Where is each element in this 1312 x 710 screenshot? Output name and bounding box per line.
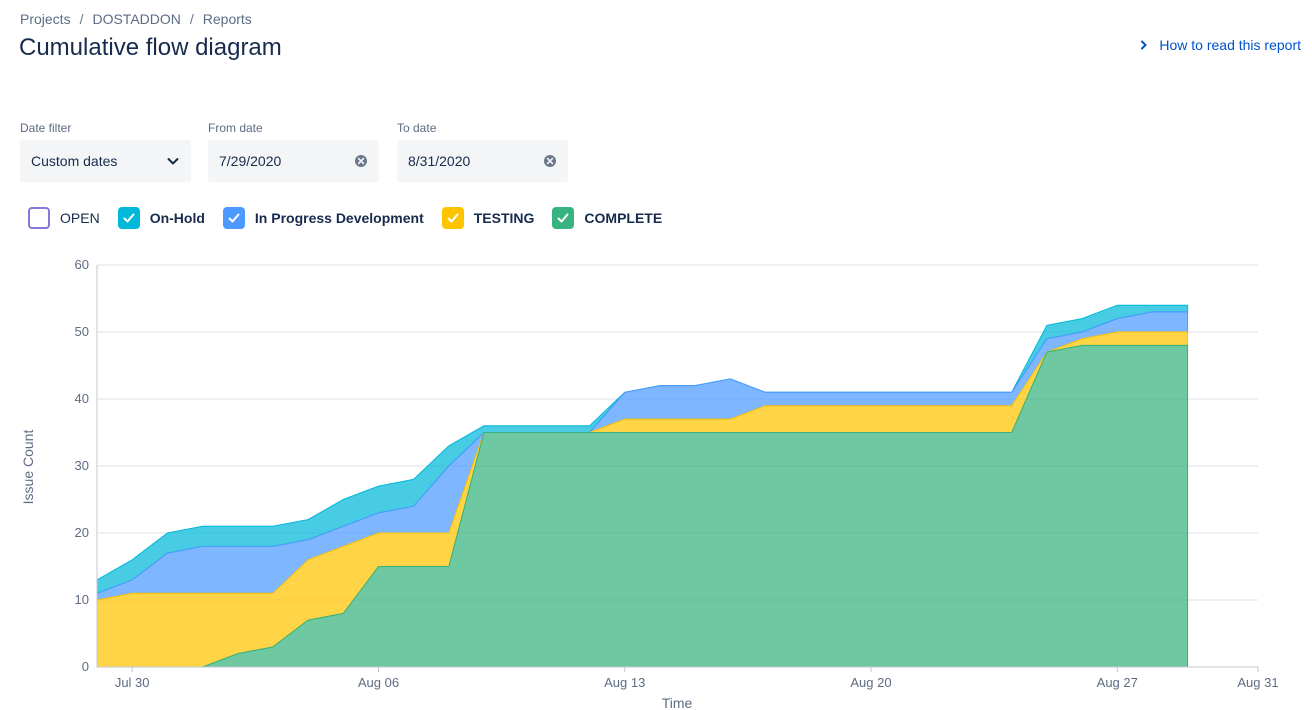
y-tick-label: 40 bbox=[75, 391, 89, 406]
check-icon bbox=[447, 213, 459, 223]
x-tick-label: Aug 20 bbox=[850, 675, 891, 690]
legend-label-open: OPEN bbox=[60, 210, 100, 226]
x-tick-label: Aug 31 bbox=[1237, 675, 1278, 690]
from-date-group: From date 7/29/2020 bbox=[208, 120, 379, 182]
breadcrumb-project[interactable]: DOSTADDON bbox=[92, 11, 181, 27]
x-tick-label: Aug 13 bbox=[604, 675, 645, 690]
date-filter-value: Custom dates bbox=[31, 153, 118, 169]
date-filter-group: Date filter Custom dates bbox=[20, 120, 191, 182]
y-tick-label: 10 bbox=[75, 592, 89, 607]
chart-areas bbox=[96, 304, 1189, 668]
chart-axes: 0 10 20 30 40 50 60 Jul 30 Aug 06 Aug 13 Aug 20 Aug… bbox=[75, 257, 1279, 690]
check-icon bbox=[557, 213, 569, 223]
x-axis-label: Time bbox=[662, 695, 693, 710]
breadcrumb-separator: / bbox=[189, 11, 194, 27]
to-date-value: 8/31/2020 bbox=[408, 153, 471, 169]
y-tick-label: 50 bbox=[75, 324, 89, 339]
legend-label-on-hold: On-Hold bbox=[149, 210, 205, 226]
checkbox-open[interactable] bbox=[28, 207, 50, 229]
checkbox-on-hold[interactable] bbox=[117, 207, 140, 229]
y-tick-label: 0 bbox=[82, 659, 89, 674]
x-tick-label: Aug 06 bbox=[358, 675, 399, 690]
x-tick-label: Jul 30 bbox=[115, 675, 150, 690]
legend-item-open[interactable]: OPEN bbox=[28, 207, 100, 229]
breadcrumb-separator: / bbox=[79, 11, 84, 27]
from-date-label: From date bbox=[208, 121, 263, 135]
checkbox-in-progress[interactable] bbox=[222, 207, 245, 229]
date-filter-select[interactable]: Custom dates bbox=[20, 140, 191, 182]
how-to-read-link[interactable]: How to read this report bbox=[1138, 37, 1301, 53]
date-filter-label: Date filter bbox=[20, 121, 72, 135]
legend-item-testing[interactable]: TESTING bbox=[441, 207, 535, 229]
from-date-value: 7/29/2020 bbox=[219, 153, 282, 169]
legend-item-on-hold[interactable]: On-Hold bbox=[117, 207, 205, 229]
legend-label-in-progress: In Progress Development bbox=[254, 210, 424, 226]
y-axis-label: Issue Count bbox=[20, 430, 36, 505]
legend-item-complete[interactable]: COMPLETE bbox=[552, 207, 662, 229]
check-icon bbox=[228, 213, 240, 223]
x-tick-label: Aug 27 bbox=[1097, 675, 1138, 690]
check-icon bbox=[123, 213, 135, 223]
y-tick-label: 30 bbox=[75, 458, 89, 473]
to-date-label: To date bbox=[397, 121, 437, 135]
legend-item-in-progress[interactable]: In Progress Development bbox=[222, 207, 424, 229]
cumulative-flow-chart: 0 10 20 30 40 50 60 Jul 30 Aug 06 Aug 13 Aug 20 Aug… bbox=[20, 257, 1279, 710]
legend-label-testing: TESTING bbox=[473, 210, 535, 226]
y-tick-label: 20 bbox=[75, 525, 89, 540]
page-title: Cumulative flow diagram bbox=[19, 34, 282, 61]
to-date-field[interactable]: 8/31/2020 bbox=[397, 140, 568, 182]
breadcrumb-projects[interactable]: Projects bbox=[20, 11, 71, 27]
chevron-down-icon bbox=[167, 158, 179, 165]
legend-label-complete: COMPLETE bbox=[584, 210, 663, 226]
chevron-right-icon bbox=[1141, 40, 1147, 50]
chart-legend: OPEN On-Hold In Progress Development TES… bbox=[28, 207, 680, 229]
clear-icon[interactable] bbox=[543, 154, 557, 168]
breadcrumb-reports[interactable]: Reports bbox=[202, 11, 252, 27]
to-date-group: To date 8/31/2020 bbox=[397, 120, 568, 182]
checkbox-complete[interactable] bbox=[552, 207, 575, 229]
how-to-read-label: How to read this report bbox=[1159, 37, 1301, 53]
from-date-field[interactable]: 7/29/2020 bbox=[208, 140, 379, 182]
clear-icon[interactable] bbox=[354, 154, 368, 168]
breadcrumb: Projects / DOSTADDON / Reports bbox=[20, 11, 252, 27]
checkbox-testing[interactable] bbox=[441, 207, 464, 229]
y-tick-label: 60 bbox=[75, 257, 89, 272]
